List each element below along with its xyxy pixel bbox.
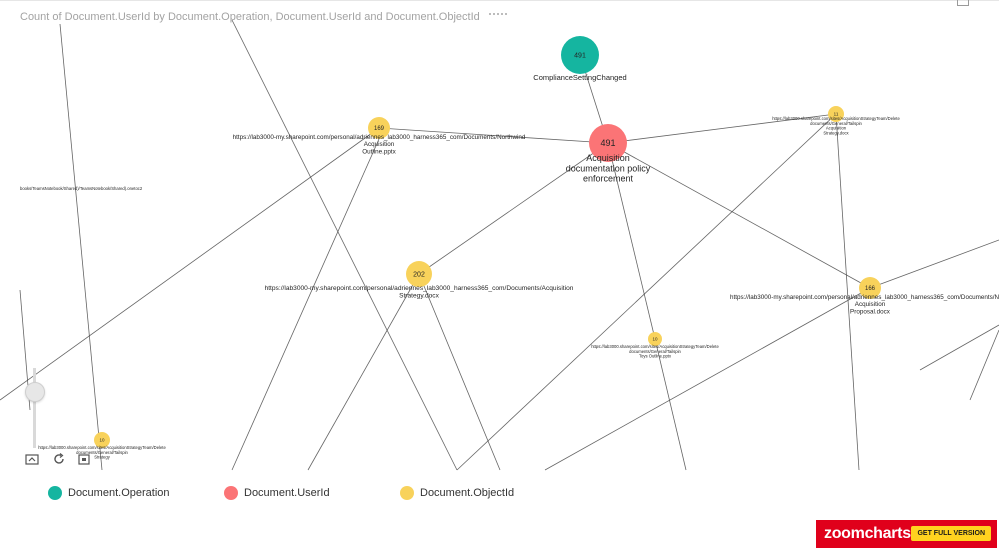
node-o6[interactable]: 10 https://lab3000.sharepoint.com/sites/A… xyxy=(38,432,166,460)
node-label-o1: https://lab3000-my.sharepoint.com/person… xyxy=(233,134,526,155)
legend-label-objectid: Document.ObjectId xyxy=(420,487,515,499)
chart-title: Count of Document.UserId by Document.Ope… xyxy=(20,11,480,23)
edge-offscreen-4 xyxy=(0,127,380,401)
edge-offscreen-2 xyxy=(231,19,458,471)
node-value-o6: 10 xyxy=(99,438,105,443)
node-circle-o6[interactable] xyxy=(94,432,110,448)
refresh-icon[interactable] xyxy=(52,452,66,466)
node-value-op1: 491 xyxy=(574,52,586,59)
node-label-u1: Acquisition documentation policy enforceme… xyxy=(566,153,651,184)
node-circle-o4[interactable] xyxy=(828,106,844,122)
node-circle-o5[interactable] xyxy=(648,332,662,346)
node-value-u1: 491 xyxy=(600,138,615,148)
node-circle-o2[interactable] xyxy=(406,261,432,287)
top-border xyxy=(0,0,999,1)
legend-swatch-operation xyxy=(48,486,62,500)
node-value-o5: 10 xyxy=(652,337,658,342)
edge-u1-o5 xyxy=(607,142,656,340)
edge-offscreen-1 xyxy=(59,23,103,471)
zoomcharts-logo: zoomcharts xyxy=(824,525,911,542)
node-o2[interactable]: 202 https://lab3000-my.sharepoint.com/per… xyxy=(265,261,574,300)
edge-u1-o2 xyxy=(418,142,609,275)
edge-offscreen-11 xyxy=(919,324,999,371)
legend-item-userid[interactable]: Document.UserId xyxy=(224,486,330,500)
node-o4[interactable]: 11https://lab3000.sharepoint.com/sites/A… xyxy=(772,106,900,135)
fit-to-screen-icon[interactable] xyxy=(25,452,39,466)
zoom-slider-track[interactable] xyxy=(33,368,36,448)
node-value-o1: 169 xyxy=(374,126,385,132)
node-u1[interactable]: 491 Acquisition documentation policy enforc… xyxy=(566,124,651,184)
get-full-version-button[interactable]: GET FULL VERSION xyxy=(911,526,991,541)
node-circle-u1[interactable] xyxy=(589,124,627,162)
edge-offscreen-8 xyxy=(835,113,860,471)
node-label-o3: https://lab3000-my.sharepoint.com/person… xyxy=(730,294,999,315)
zoomcharts-banner[interactable]: zoomcharts GET FULL VERSION xyxy=(816,520,997,548)
drag-grip[interactable] xyxy=(489,2,511,15)
node-o3[interactable]: 166 https://lab3000-my.sharepoint.com/per… xyxy=(730,277,999,315)
legend-swatch-objectid xyxy=(400,486,414,500)
node-label-o5: https://lab3000.sharepoint.com/sites/Acq… xyxy=(591,344,719,359)
edge-offscreen-3 xyxy=(231,138,380,471)
edge-offscreen-7 xyxy=(456,113,837,471)
node-value-o2: 202 xyxy=(413,271,425,278)
legend-label-operation: Document.Operation xyxy=(68,487,170,499)
node-label-o4: https://lab3000.sharepoint.com/sites/Acq… xyxy=(772,116,900,135)
node-value-o4: 11 xyxy=(834,112,839,117)
focus-mode-icon[interactable] xyxy=(957,0,969,6)
edge-u1-o1 xyxy=(378,127,609,144)
legend-label-userid: Document.UserId xyxy=(244,487,330,499)
edge-u1-o3 xyxy=(607,142,871,289)
node-o7[interactable]: books/TeamsNotebook/Shared)/TeamsNoteboo… xyxy=(20,186,143,191)
node-label-o6: https://lab3000.sharepoint.com/sites/Acq… xyxy=(38,445,166,460)
node-o5[interactable]: 10 https://lab3000.sharepoint.com/sites/A… xyxy=(591,332,719,359)
node-label-o7: books/TeamsNotebook/Shared)/TeamsNoteboo… xyxy=(20,186,143,191)
edge-offscreen-12 xyxy=(969,329,999,401)
legend-item-objectid[interactable]: Document.ObjectId xyxy=(400,486,514,500)
edge-u1-o4 xyxy=(607,113,837,144)
node-circle-op1[interactable] xyxy=(561,36,599,74)
node-label-op1: ComplianceSettingChanged xyxy=(533,73,626,82)
legend-swatch-userid xyxy=(224,486,238,500)
node-circle-o3[interactable] xyxy=(859,277,881,299)
zoom-slider-thumb[interactable] xyxy=(25,382,45,402)
edge-offscreen-9 xyxy=(544,287,871,471)
node-o1[interactable]: 169 https://lab3000-my.sharepoint.com/per… xyxy=(233,117,526,155)
edge-offscreen-6 xyxy=(418,273,501,471)
node-label-o2: https://lab3000-my.sharepoint.com/person… xyxy=(265,285,574,300)
back-icon[interactable] xyxy=(77,452,91,466)
legend-item-operation[interactable]: Document.Operation xyxy=(48,486,170,500)
edge-offscreen-14 xyxy=(869,239,999,289)
edge-offscreen-5 xyxy=(307,273,420,471)
node-value-o3: 166 xyxy=(865,286,876,292)
node-op1[interactable]: 491 ComplianceSettingChanged xyxy=(533,36,627,82)
edge-offscreen-10 xyxy=(654,338,687,471)
node-circle-o1[interactable] xyxy=(368,117,390,139)
